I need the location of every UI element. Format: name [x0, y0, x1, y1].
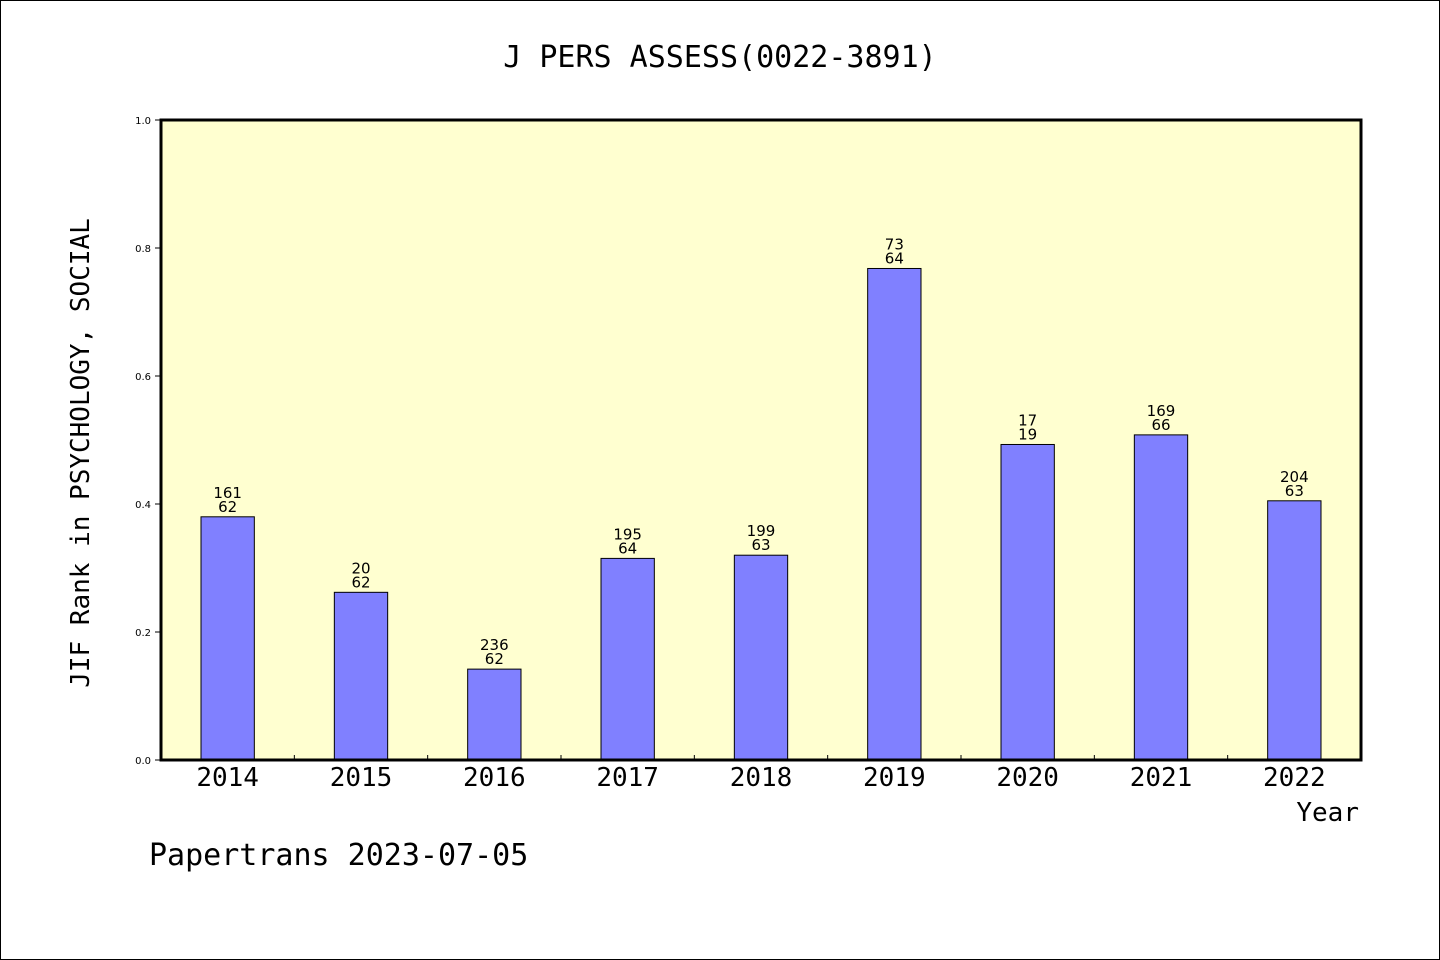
- bar-2022: [1267, 500, 1322, 761]
- x-tick-label: 2018: [730, 763, 793, 793]
- y-axis-ticks: 0.0 0.2 0.4 0.6 0.8 1.0: [135, 116, 161, 767]
- x-tick-label: 2016: [463, 763, 526, 793]
- bar-label-total: 62: [351, 573, 370, 591]
- bar-label-rank: 73: [885, 235, 904, 253]
- bar-2015: [333, 591, 389, 761]
- bar-labels: 1616220622366219564199637364171916966204…: [213, 235, 1308, 668]
- bar-label-rank: 195: [613, 525, 642, 543]
- bars: [200, 267, 1322, 761]
- x-tick-label: 2021: [1130, 763, 1193, 793]
- bar-2021: [1133, 434, 1189, 761]
- bar-2019: [867, 267, 922, 761]
- y-tick-label: 0.6: [135, 372, 151, 383]
- bar-label-rank: 204: [1280, 468, 1309, 486]
- bar-label-total: 62: [218, 498, 237, 516]
- bar-label-total: 63: [751, 536, 770, 554]
- bar-label-total: 63: [1285, 482, 1304, 500]
- bar-label-total: 62: [485, 650, 504, 668]
- bar-2020: [1000, 443, 1055, 761]
- bar-2017: [600, 557, 655, 761]
- bar-label-rank: 161: [213, 484, 242, 502]
- x-axis-label: Year: [1296, 798, 1359, 828]
- bar-2014: [200, 516, 255, 761]
- bar-label-rank: 20: [351, 559, 370, 577]
- bar-2018: [733, 554, 789, 761]
- bar-2016: [467, 668, 522, 761]
- x-tick-label: 2015: [330, 763, 393, 793]
- bar-label-total: 19: [1018, 425, 1037, 443]
- chart-title: J PERS ASSESS(0022-3891): [503, 40, 936, 75]
- y-tick-label: 0.8: [135, 244, 151, 255]
- y-tick-label: 0.2: [135, 628, 151, 639]
- bar-label-rank: 199: [747, 522, 776, 540]
- bar-label-total: 66: [1151, 416, 1170, 434]
- y-tick-label: 1.0: [135, 116, 151, 127]
- bar-label-total: 64: [885, 249, 904, 267]
- x-tick-label: 2019: [863, 763, 926, 793]
- y-tick-label: 0.4: [135, 500, 151, 511]
- bar-label-total: 64: [618, 539, 637, 557]
- x-axis-ticks: 2014 2015 2016 2017 2018 2019 2020 2021 2022: [196, 755, 1326, 793]
- plot-border: [159, 118, 1363, 762]
- footer-text: Papertrans 2023-07-05: [149, 838, 528, 873]
- bar-label-rank: 169: [1147, 402, 1176, 420]
- x-tick-label: 2017: [596, 763, 659, 793]
- y-axis-label: JIF Rank in PSYCHOLOGY, SOCIAL: [66, 218, 96, 688]
- x-tick-label: 2022: [1263, 763, 1326, 793]
- x-tick-label: 2014: [196, 763, 259, 793]
- y-tick-label: 0.0: [135, 756, 151, 767]
- bar-label-rank: 17: [1018, 411, 1037, 429]
- bar-label-rank: 236: [480, 636, 509, 654]
- x-tick-label: 2020: [996, 763, 1059, 793]
